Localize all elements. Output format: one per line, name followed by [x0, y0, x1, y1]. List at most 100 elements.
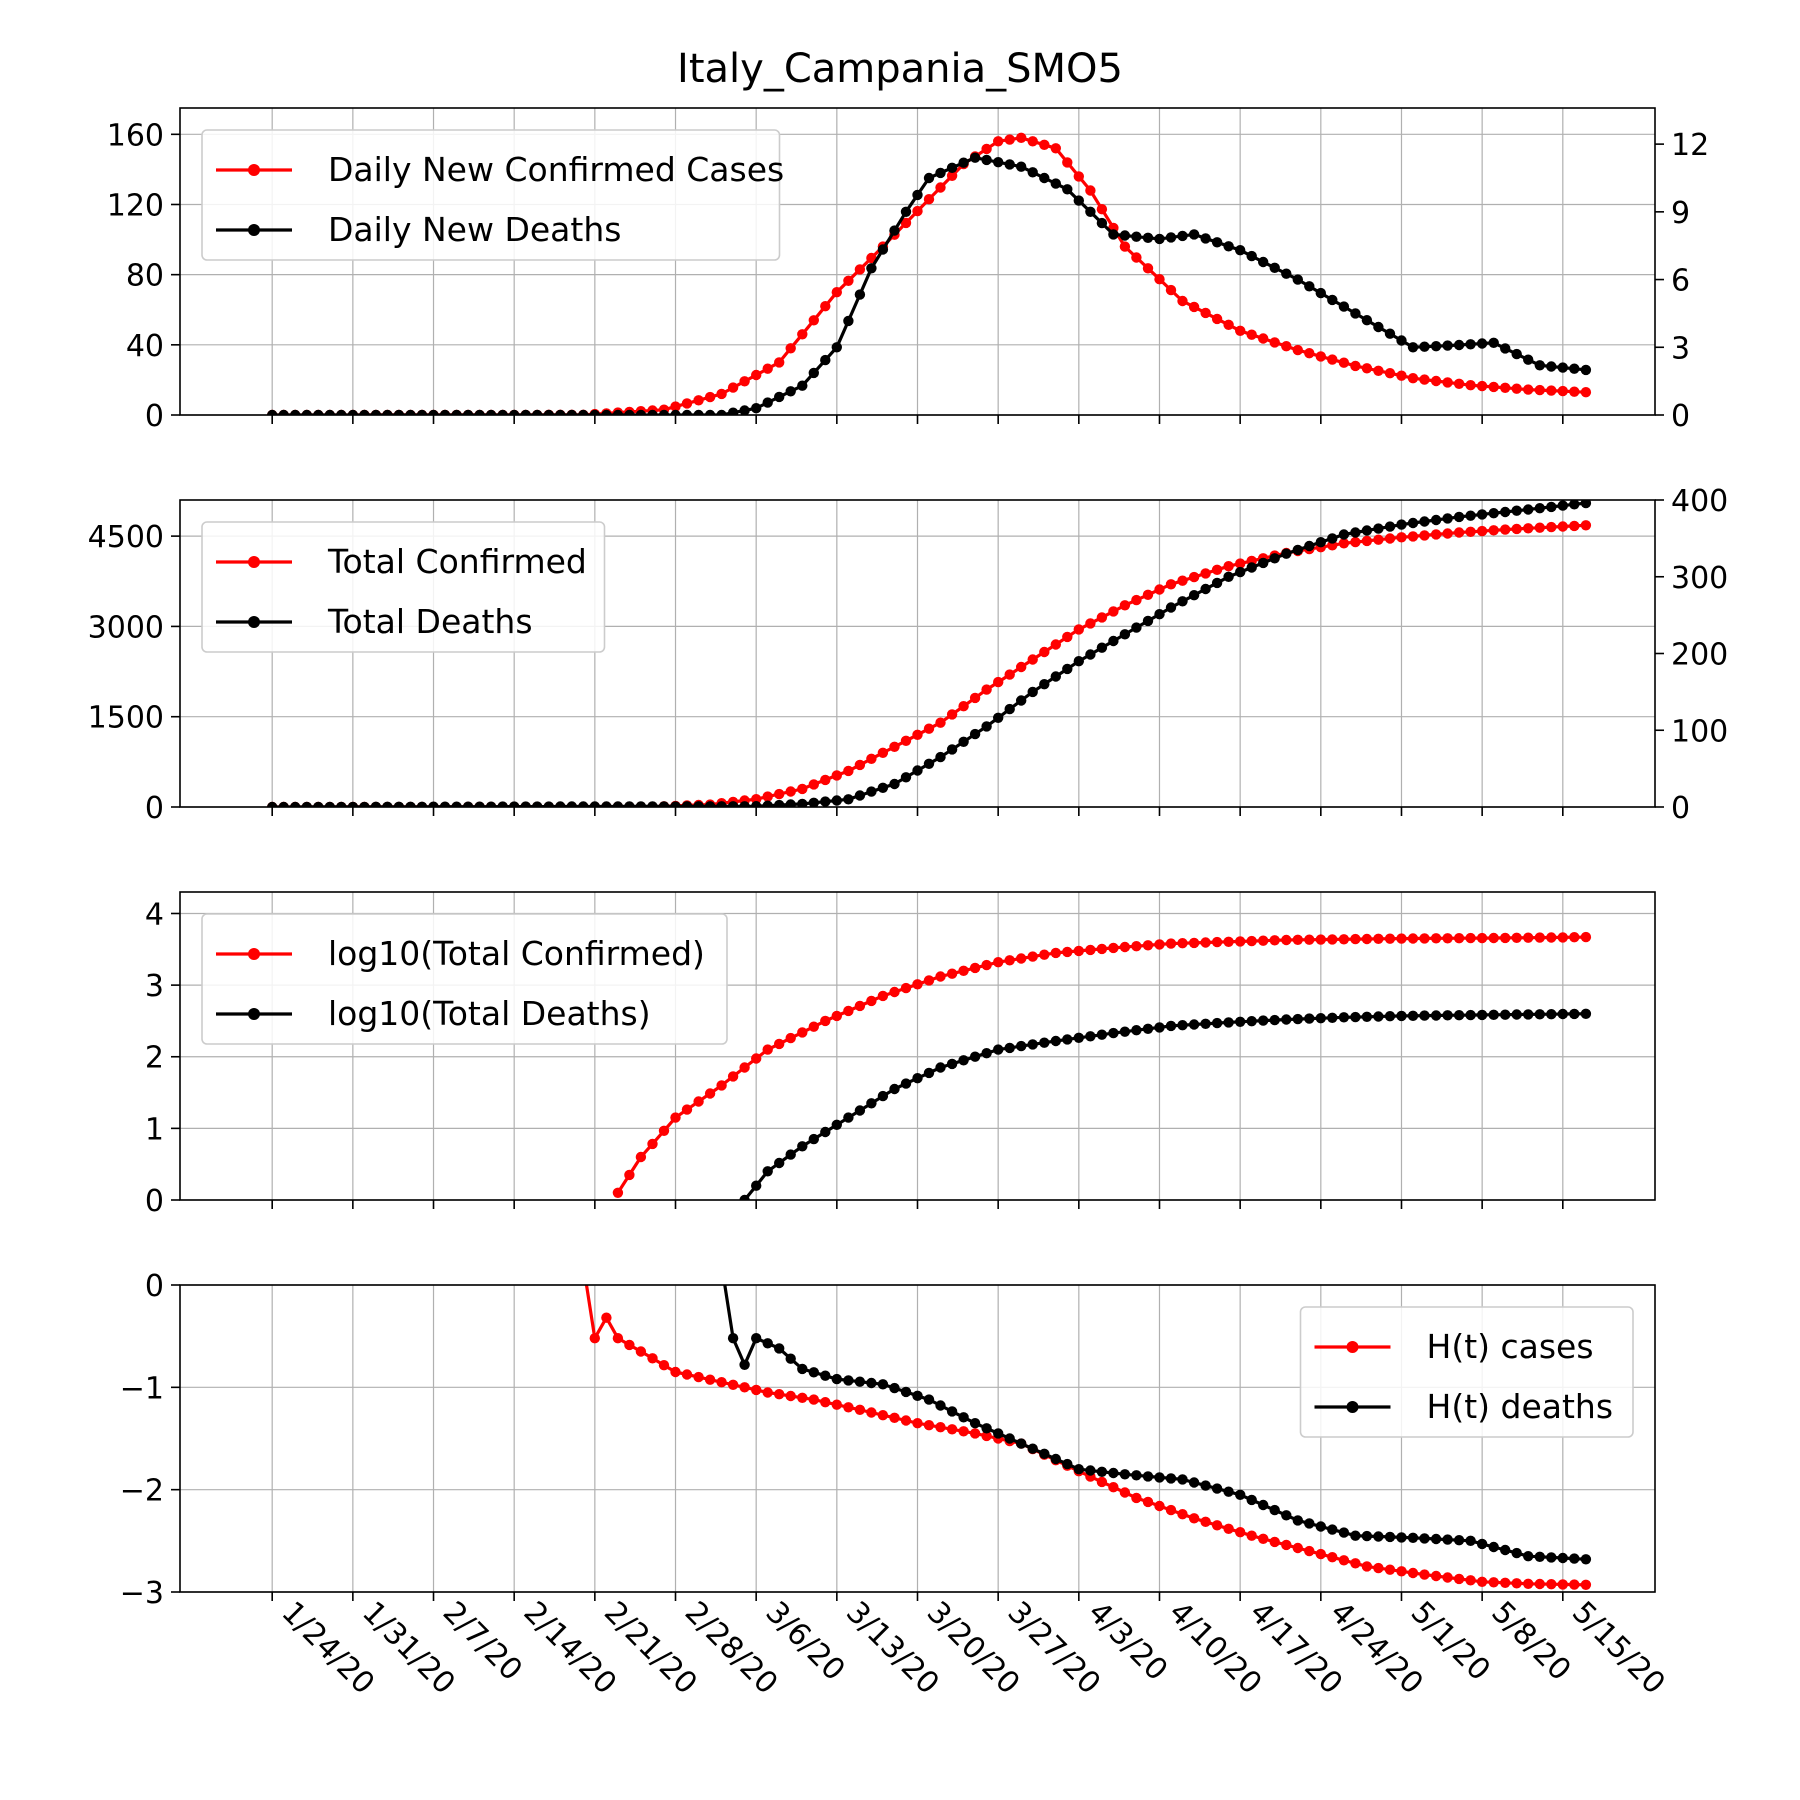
data-point: [382, 409, 393, 415]
data-point: [647, 1138, 658, 1150]
data-point: [1119, 230, 1131, 241]
data-point: [313, 409, 324, 415]
data-point: [336, 409, 347, 415]
data-point: [1488, 932, 1499, 944]
data-point: [1580, 1554, 1592, 1565]
data-point: [1039, 172, 1050, 184]
legend-marker: [248, 556, 260, 568]
data-point: [1211, 1017, 1223, 1029]
data-point: [1165, 1504, 1177, 1516]
data-point: [1004, 159, 1015, 170]
data-point: [1407, 1567, 1419, 1579]
y-tick-label: 3: [145, 969, 164, 1004]
data-point: [969, 728, 981, 740]
data-point: [313, 801, 324, 807]
data-point: [1258, 333, 1269, 344]
data-point: [1096, 1029, 1108, 1040]
data-point: [1488, 381, 1499, 393]
data-point: [866, 1407, 877, 1418]
data-point: [1546, 932, 1557, 943]
data-point: [923, 194, 935, 205]
data-point: [647, 1353, 658, 1364]
data-point: [831, 1119, 842, 1131]
data-point: [1246, 935, 1257, 947]
data-point: [854, 1000, 866, 1012]
data-point: [1223, 1486, 1234, 1497]
data-point: [1327, 934, 1338, 945]
data-point: [1534, 360, 1546, 371]
data-point: [1246, 1494, 1257, 1506]
data-point: [693, 409, 704, 415]
data-point: [474, 409, 485, 415]
data-point: [1200, 307, 1211, 319]
data-point: [1488, 337, 1499, 348]
data-point: [912, 1073, 923, 1084]
data-point: [1016, 1438, 1027, 1449]
data-point: [797, 798, 808, 807]
data-point: [1062, 1034, 1073, 1045]
data-point: [1004, 703, 1015, 715]
data-point: [774, 1343, 785, 1354]
data-point: [1119, 1469, 1131, 1480]
data-point: [877, 747, 889, 758]
data-point: [900, 206, 912, 217]
data-point: [267, 801, 278, 807]
data-point: [1165, 579, 1177, 590]
data-point: [612, 801, 624, 807]
data-point: [1062, 157, 1073, 168]
data-point: [727, 801, 739, 807]
data-point: [1557, 1008, 1569, 1020]
data-point: [601, 409, 612, 415]
data-point: [1200, 568, 1211, 579]
legend-marker: [248, 164, 260, 176]
data-point: [1523, 523, 1534, 534]
data-point: [716, 1080, 727, 1091]
data-point: [808, 315, 819, 326]
data-point: [1073, 656, 1085, 667]
legend: log10(Total Confirmed) log10(Total Deaths…: [201, 913, 728, 1045]
data-point: [1500, 506, 1511, 518]
y-tick-label: 2: [145, 1041, 164, 1076]
data-point: [797, 783, 808, 795]
data-point: [1304, 540, 1315, 552]
data-point: [912, 189, 923, 201]
data-point: [624, 409, 635, 415]
data-point: [1073, 195, 1085, 206]
data-point: [428, 409, 439, 415]
data-point: [854, 289, 866, 300]
data-point: [1442, 1534, 1453, 1545]
data-point: [751, 403, 762, 414]
data-point: [1546, 1552, 1557, 1563]
data-point: [1430, 514, 1442, 526]
data-point: [693, 395, 704, 406]
data-point: [751, 369, 762, 381]
data-point: [1108, 606, 1119, 617]
data-point: [658, 1125, 670, 1137]
data-point: [1384, 521, 1396, 532]
data-point: [1004, 669, 1015, 680]
data-point: [1188, 301, 1200, 313]
data-point: [727, 1379, 739, 1391]
data-point: [1269, 337, 1280, 348]
data-point: [1004, 1433, 1015, 1444]
data-point: [324, 801, 335, 807]
data-point: [1269, 262, 1280, 273]
data-point: [1384, 368, 1396, 379]
data-point: [785, 799, 796, 807]
data-point: [1338, 1555, 1350, 1566]
data-point: [1338, 1012, 1350, 1023]
data-point: [1165, 284, 1177, 296]
data-point: [727, 407, 739, 415]
data-point: [1050, 178, 1062, 189]
data-point: [1338, 301, 1350, 312]
data-point: [1027, 654, 1038, 665]
data-point: [993, 1428, 1004, 1439]
data-point: [1108, 635, 1119, 647]
data-point: [704, 409, 716, 415]
legend-marker: [248, 224, 260, 236]
data-point: [336, 801, 347, 807]
data-point: [1373, 933, 1384, 944]
data-point: [1523, 932, 1534, 943]
data-point: [958, 701, 969, 712]
data-point: [739, 1194, 750, 1200]
